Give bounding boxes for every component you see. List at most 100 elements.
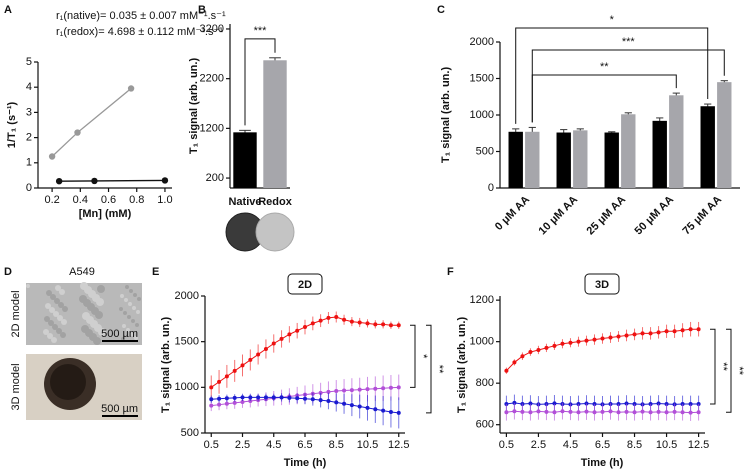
marker <box>600 336 605 341</box>
cell-texture <box>135 323 139 327</box>
panel-label: C <box>437 4 445 16</box>
cell-texture <box>120 294 124 298</box>
marker <box>232 400 237 405</box>
y-tick-label: 500 <box>181 427 199 439</box>
marker <box>373 407 378 412</box>
significance-bracket <box>244 38 276 126</box>
marker <box>224 401 229 406</box>
marker <box>520 354 525 359</box>
y-tick-label: 2 <box>26 132 32 144</box>
x-tick-label: 1.0 <box>157 194 172 206</box>
panel-label: D <box>4 266 12 278</box>
cell-texture <box>127 315 131 319</box>
y-tick-label: 500 <box>476 145 494 157</box>
y-tick-label: 1500 <box>175 336 199 348</box>
cell-texture <box>56 328 62 334</box>
y-axis-label: T₁ signal (arb. un.) <box>456 317 468 414</box>
cell-texture <box>132 306 136 310</box>
marker <box>576 339 581 344</box>
x-tick-label: 0.2 <box>44 194 59 206</box>
marker <box>544 345 549 350</box>
marker <box>240 363 245 368</box>
bar <box>556 132 571 188</box>
marker <box>396 385 401 390</box>
y-tick-label: 3200 <box>200 23 224 35</box>
cell-texture <box>47 333 53 339</box>
marker <box>303 325 307 330</box>
marker <box>232 395 237 400</box>
cell-texture <box>125 285 129 289</box>
x-axis-label: [Mn] (mM) <box>79 208 132 220</box>
marker <box>576 410 581 415</box>
marker <box>209 385 214 390</box>
cell-texture <box>128 302 132 306</box>
y-tick-label: 600 <box>476 419 494 431</box>
x-tick-label: 0.8 <box>129 194 144 206</box>
marker <box>349 388 354 393</box>
panel-label: A <box>4 4 12 16</box>
marker <box>217 379 222 384</box>
marker <box>624 409 629 414</box>
marker <box>91 177 98 185</box>
y-axis-label: T₁ signal (arb. un.) <box>440 67 452 164</box>
x-tick-label: 2.5 <box>235 439 250 451</box>
marker <box>656 330 661 335</box>
marker <box>295 328 300 333</box>
x-tick-label: 10.5 <box>357 439 378 451</box>
significance-label: *** <box>622 36 636 48</box>
scale-bar-label: 500 µm <box>101 403 138 415</box>
significance-bracket <box>426 324 432 414</box>
series-line <box>51 87 132 157</box>
marker <box>528 401 533 406</box>
marker <box>560 341 565 346</box>
marker <box>303 396 307 401</box>
marker <box>528 350 533 355</box>
bar <box>621 114 636 188</box>
cell-texture <box>60 332 66 338</box>
x-tick-label: 6.5 <box>595 439 610 451</box>
x-tick-label: 2.5 <box>531 439 546 451</box>
y-axis-label: T₁ signal (arb. un.) <box>188 58 200 155</box>
marker <box>279 395 284 400</box>
bar <box>717 82 732 188</box>
spheroid-core <box>50 364 86 400</box>
marker <box>592 337 597 342</box>
cell-texture <box>57 315 63 321</box>
marker <box>295 396 300 401</box>
cell-texture <box>50 294 56 300</box>
marker <box>373 322 378 327</box>
marker <box>310 397 315 402</box>
cell-texture <box>62 306 68 312</box>
x-tick-label: 12.5 <box>688 439 709 451</box>
marker <box>624 333 629 338</box>
x-axis-label: Time (h) <box>284 457 327 469</box>
marker <box>263 346 268 351</box>
y-tick-label: 2000 <box>175 290 199 302</box>
y-axis-label: T₁ signal (arb. un.) <box>160 317 172 414</box>
marker <box>396 323 401 328</box>
cell-texture <box>55 285 61 291</box>
x-tick-label: 25 μM AA <box>585 194 629 238</box>
marker <box>326 315 331 320</box>
marker <box>640 331 645 336</box>
bar <box>525 131 540 188</box>
marker <box>536 409 541 414</box>
marker <box>632 332 637 337</box>
annotation: r₁(native)= 0.035 ± 0.007 mM⁻¹.s⁻¹ <box>56 10 226 22</box>
marker <box>217 396 222 401</box>
cell-texture <box>79 295 87 303</box>
marker <box>512 409 517 414</box>
marker <box>271 341 276 346</box>
marker <box>388 323 393 328</box>
marker <box>357 404 362 409</box>
marker <box>240 399 245 404</box>
marker <box>680 410 685 415</box>
cell-texture <box>124 298 128 302</box>
series-line <box>59 179 165 182</box>
marker <box>512 360 517 365</box>
cell-texture <box>81 325 89 333</box>
cell-texture <box>97 285 105 293</box>
cell-texture <box>54 298 60 304</box>
significance-bracket <box>410 324 416 388</box>
x-axis-label: Time (h) <box>581 457 624 469</box>
